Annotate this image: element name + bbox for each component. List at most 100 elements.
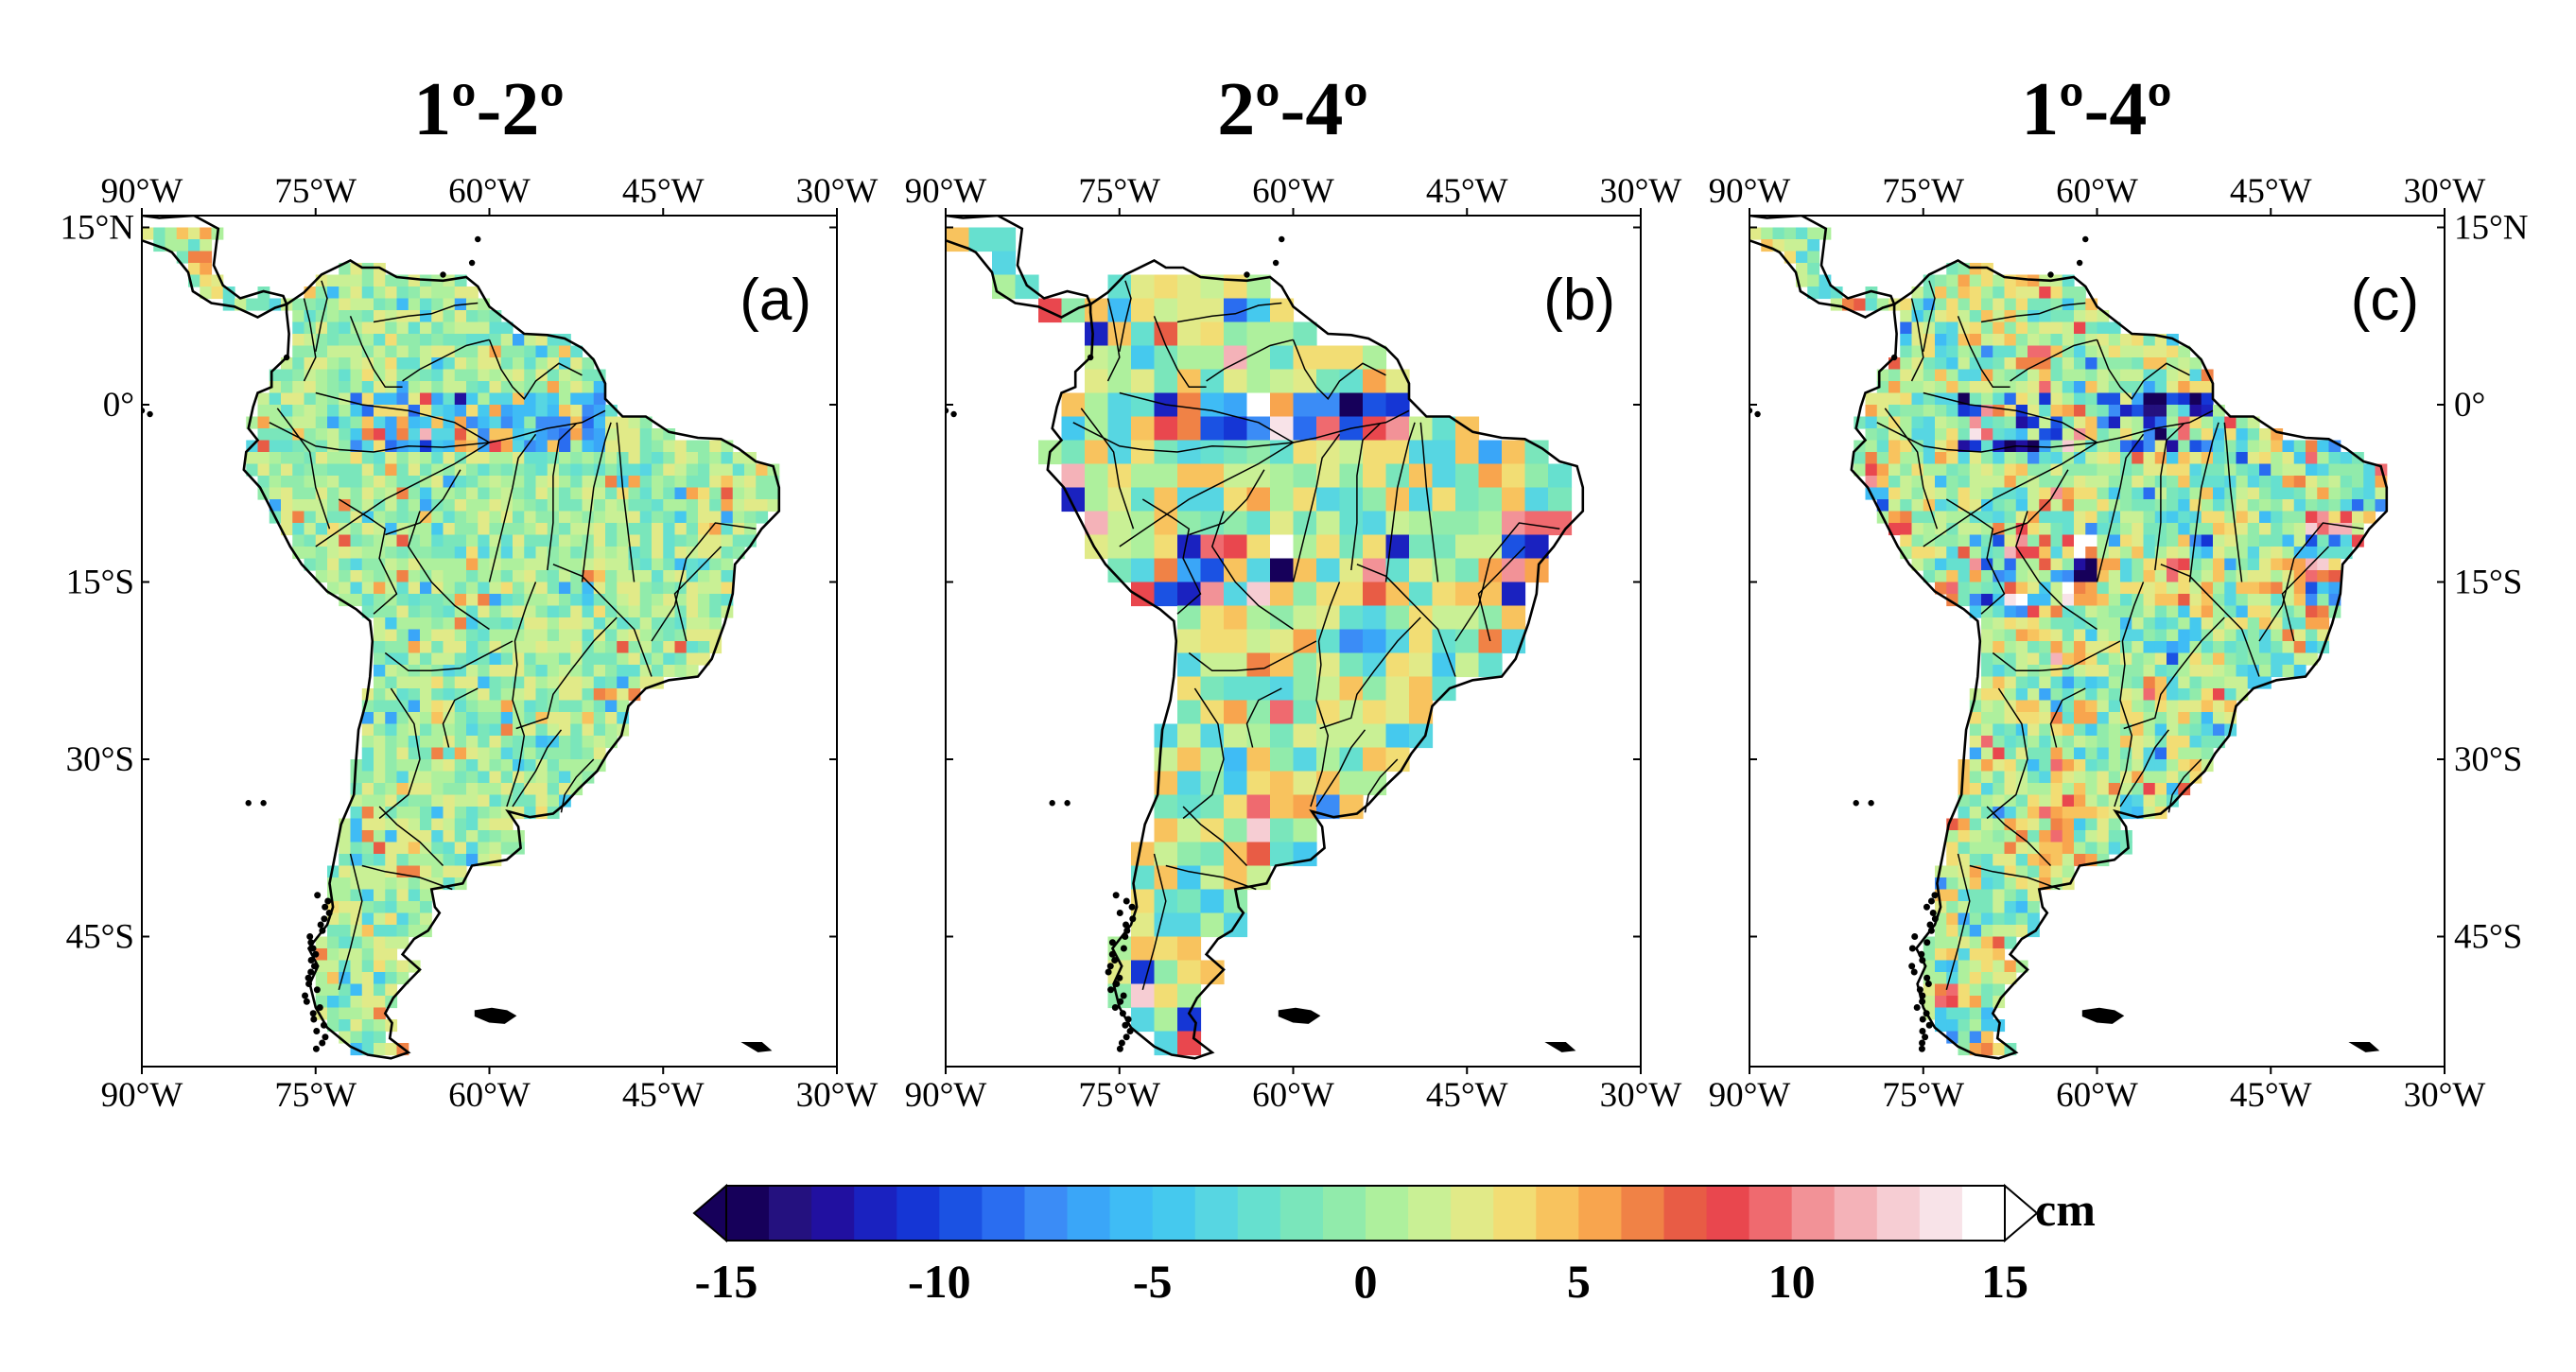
- grid-cell: [1246, 652, 1271, 678]
- grid-cell: [1969, 948, 1982, 962]
- grid-cell: [396, 665, 409, 678]
- grid-cell: [2015, 357, 2028, 371]
- grid-cell: [1993, 298, 2006, 311]
- grid-cell: [2085, 357, 2098, 371]
- grid-cell: [1958, 960, 1971, 973]
- grid-cell: [698, 487, 710, 500]
- grid-cell: [339, 936, 352, 949]
- grid-cell: [2167, 794, 2179, 808]
- grid-cell: [2062, 428, 2075, 442]
- grid-cell: [396, 405, 409, 418]
- grid-cell: [431, 676, 444, 689]
- grid-cell: [396, 499, 409, 512]
- grid-cell: [524, 665, 537, 678]
- grid-cell: [466, 688, 479, 702]
- grid-cell: [1923, 996, 1936, 1009]
- grid-cell: [454, 405, 467, 418]
- grid-cell: [2178, 688, 2191, 702]
- grid-cell: [2154, 452, 2167, 465]
- grid-cell: [2120, 665, 2132, 678]
- grid-cell: [408, 547, 421, 560]
- grid-cell: [1177, 345, 1202, 371]
- grid-cell: [2062, 676, 2075, 689]
- grid-cell: [257, 405, 270, 418]
- grid-cell: [1772, 227, 1785, 240]
- grid-cell: [1200, 463, 1225, 489]
- grid-cell: [396, 629, 409, 642]
- grid-cell: [489, 688, 502, 702]
- grid-cell: [2189, 688, 2202, 702]
- grid-cell: [1177, 534, 1202, 560]
- grid-cell: [513, 605, 525, 618]
- grid-cell: [2085, 452, 2098, 465]
- grid-cell: [2074, 463, 2086, 477]
- fjord-island: [1923, 974, 1931, 981]
- grid-cell: [2224, 665, 2237, 678]
- grid-cell: [1969, 345, 1982, 358]
- grid-cell: [2132, 357, 2145, 371]
- grid-cell: [374, 511, 386, 524]
- grid-cell: [466, 487, 479, 500]
- grid-cell: [339, 842, 352, 855]
- lon-label-bottom: 45°W: [622, 1076, 705, 1115]
- grid-cell: [2259, 487, 2271, 500]
- grid-cell: [420, 676, 432, 689]
- grid-cell: [2154, 405, 2167, 418]
- river-line: [1292, 339, 1386, 400]
- central-america-coastline: [946, 216, 1092, 319]
- grid-cell: [396, 334, 409, 347]
- grid-cell: [361, 996, 374, 1009]
- grid-cell: [1807, 274, 1820, 287]
- grid-cell: [2201, 736, 2214, 749]
- grid-cell: [1224, 865, 1248, 891]
- grid-cell: [524, 534, 537, 547]
- grid-cell: [1154, 1007, 1178, 1033]
- grid-cell: [361, 747, 374, 760]
- grid-cell: [2143, 334, 2156, 347]
- grid-cell: [2178, 499, 2191, 512]
- grid-cell: [1246, 392, 1271, 418]
- grid-cell: [2120, 405, 2132, 418]
- grid-cell: [2074, 534, 2086, 547]
- grid-cell: [1969, 357, 1982, 371]
- grid-cell: [547, 736, 560, 749]
- grid-cell: [2189, 381, 2202, 394]
- grid-cell: [2028, 523, 2040, 536]
- grid-cell: [2247, 594, 2260, 607]
- grid-cell: [500, 547, 513, 560]
- river-line: [2010, 339, 2097, 382]
- grid-cell: [454, 310, 467, 323]
- grid-cell: [2097, 783, 2110, 796]
- grid-cell: [1455, 629, 1480, 654]
- grid-cell: [2189, 369, 2202, 382]
- grid-cell: [2236, 487, 2249, 500]
- grid-cell: [2062, 511, 2075, 524]
- grid-cell: [652, 665, 664, 678]
- grid-cell: [593, 641, 606, 654]
- grid-cell: [1131, 558, 1156, 583]
- grid-cell: [732, 476, 745, 489]
- grid-cell: [513, 582, 525, 595]
- grid-cell: [2074, 357, 2086, 371]
- grid-cell: [2015, 274, 2028, 287]
- grid-cell: [2015, 723, 2028, 737]
- grid-cell: [454, 499, 467, 512]
- grid-cell: [396, 582, 409, 595]
- grid-cell: [431, 381, 444, 394]
- grid-cell: [1807, 227, 1820, 240]
- grid-cell: [361, 547, 374, 560]
- grid-cell: [2097, 652, 2110, 666]
- grid-cell: [2154, 652, 2167, 666]
- grid-cell: [628, 641, 641, 654]
- grid-cell: [466, 392, 479, 406]
- fjord-island: [1117, 998, 1124, 1005]
- grid-cell: [2224, 558, 2237, 571]
- river-line: [2123, 617, 2225, 730]
- grid-cell: [350, 534, 363, 547]
- grid-cell: [374, 830, 386, 843]
- grid-cell: [431, 594, 444, 607]
- grid-cell: [2015, 321, 2028, 335]
- grid-cell: [396, 605, 409, 618]
- grid-cell: [2201, 605, 2214, 618]
- grid-cell: [547, 582, 560, 595]
